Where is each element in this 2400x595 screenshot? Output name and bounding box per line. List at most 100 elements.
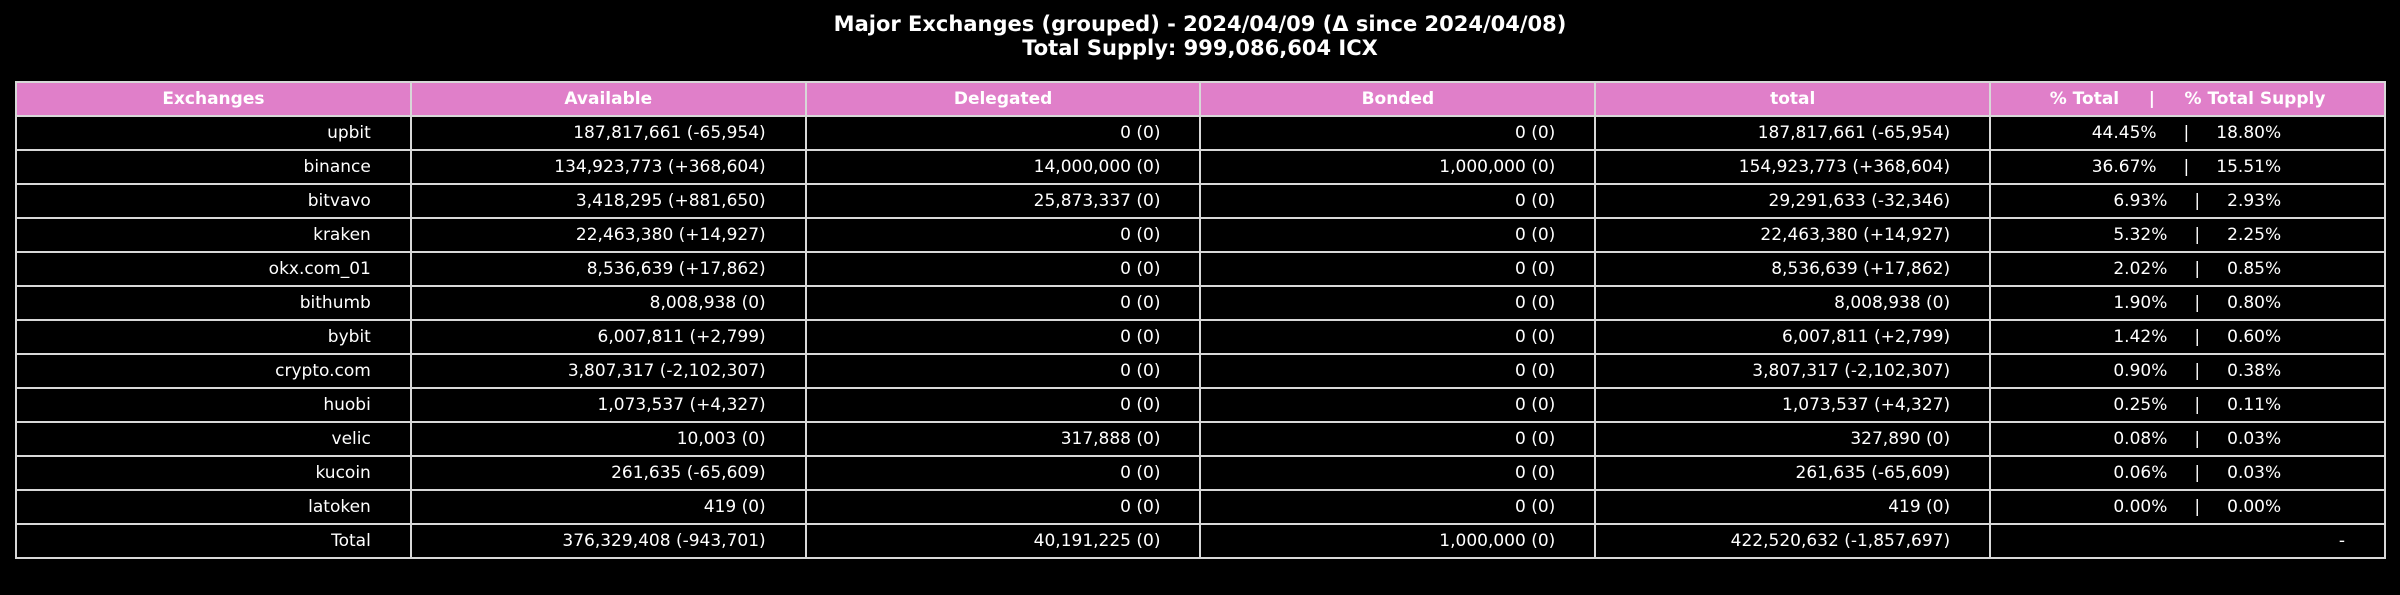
delegated-cell: 0 (0) [804, 319, 1202, 355]
bonded-cell: 0 (0) [1199, 115, 1597, 151]
total-cell: 8,008,938 (0) [1594, 285, 1992, 321]
column-header-delegated: Delegated [804, 81, 1202, 117]
exchange-cell: huobi [15, 387, 412, 423]
delegated-cell: 0 (0) [804, 217, 1202, 253]
table-row: crypto.com 3,807,317 (-2,102,307) 0 (0) 0 (… [15, 353, 2386, 389]
exchange-cell: okx.com_01 [15, 251, 412, 287]
available-cell: 8,536,639 (+17,862) [409, 251, 807, 287]
bonded-cell: 1,000,000 (0) [1199, 523, 1597, 559]
total-cell: 8,536,639 (+17,862) [1594, 251, 1992, 287]
percent-cell: 1.42% | 0.60% [1989, 319, 2386, 355]
bonded-cell: 0 (0) [1199, 183, 1597, 219]
column-header-total: total [1594, 81, 1992, 117]
percent-cell: 2.02% | 0.85% [1989, 251, 2386, 287]
title-line-2: Total Supply: 999,086,604 ICX [1022, 36, 1378, 60]
bonded-cell: 0 (0) [1199, 217, 1597, 253]
available-cell: 6,007,811 (+2,799) [409, 319, 807, 355]
delegated-cell: 14,000,000 (0) [804, 149, 1202, 185]
table-row: latoken 419 (0) 0 (0) 0 (0) 419 (0) 0.00% | 0… [15, 489, 2386, 525]
table-row: kucoin 261,635 (-65,609) 0 (0) 0 (0) 261,635… [15, 455, 2386, 491]
delegated-cell: 0 (0) [804, 251, 1202, 287]
delegated-cell: 0 (0) [804, 387, 1202, 423]
percent-cell: 36.67% | 15.51% [1989, 149, 2386, 185]
percent-cell: 44.45% | 18.80% [1989, 115, 2386, 151]
exchange-cell: binance [15, 149, 412, 185]
total-cell: 422,520,632 (-1,857,697) [1594, 523, 1992, 559]
percent-cell: 0.08% | 0.03% [1989, 421, 2386, 457]
bonded-cell: 0 (0) [1199, 353, 1597, 389]
table-body: upbit 187,817,661 (-65,954) 0 (0) 0 (0) 187,… [15, 115, 2386, 559]
bonded-cell: 0 (0) [1199, 387, 1597, 423]
total-cell: 154,923,773 (+368,604) [1594, 149, 1992, 185]
percent-value: 44.45% | 18.80% [2091, 123, 2282, 143]
title-line-1: Major Exchanges (grouped) - 2024/04/09 (… [833, 12, 1567, 36]
total-cell: 22,463,380 (+14,927) [1594, 217, 1992, 253]
percent-value: 6.93% | 2.93% [2113, 191, 2282, 211]
chart-title: Major Exchanges (grouped) - 2024/04/09 (… [0, 12, 2400, 60]
table-row: huobi 1,073,537 (+4,327) 0 (0) 0 (0) 1,073,5… [15, 387, 2386, 423]
percent-value: 2.02% | 0.85% [2113, 259, 2282, 279]
percent-value: 0.90% | 0.38% [2113, 361, 2282, 381]
exchanges-table: Exchanges Available Delegated Bonded tot… [15, 81, 2386, 559]
total-cell: 29,291,633 (-32,346) [1594, 183, 1992, 219]
table-row: bitvavo 3,418,295 (+881,650) 25,873,337 (0… [15, 183, 2386, 219]
exchange-cell: kucoin [15, 455, 412, 491]
bonded-cell: 0 (0) [1199, 251, 1597, 287]
percent-cell: 0.90% | 0.38% [1989, 353, 2386, 389]
exchange-cell: latoken [15, 489, 412, 525]
total-cell: 3,807,317 (-2,102,307) [1594, 353, 1992, 389]
column-header-bonded: Bonded [1199, 81, 1597, 117]
delegated-cell: 0 (0) [804, 115, 1202, 151]
total-cell: 327,890 (0) [1594, 421, 1992, 457]
available-cell: 3,418,295 (+881,650) [409, 183, 807, 219]
table-row: binance 134,923,773 (+368,604) 14,000,000 … [15, 149, 2386, 185]
delegated-cell: 40,191,225 (0) [804, 523, 1202, 559]
column-header-percent: % Total | % Total Supply [1989, 81, 2386, 117]
percent-value: 0.06% | 0.03% [2113, 463, 2282, 483]
exchange-cell: bitvavo [15, 183, 412, 219]
available-cell: 8,008,938 (0) [409, 285, 807, 321]
total-row: Total 376,329,408 (-943,701) 40,191,225 (0… [15, 523, 2386, 559]
exchange-cell: velic [15, 421, 412, 457]
delegated-cell: 317,888 (0) [804, 421, 1202, 457]
table-row: okx.com_01 8,536,639 (+17,862) 0 (0) 0 (0) 8… [15, 251, 2386, 287]
table-row: kraken 22,463,380 (+14,927) 0 (0) 0 (0) 22,4… [15, 217, 2386, 253]
percent-cell: 1.90% | 0.80% [1989, 285, 2386, 321]
header-row: Exchanges Available Delegated Bonded tot… [15, 81, 2386, 117]
column-header-exchanges: Exchanges [15, 81, 412, 117]
percent-value: - [2338, 531, 2345, 551]
available-cell: 22,463,380 (+14,927) [409, 217, 807, 253]
bonded-cell: 0 (0) [1199, 489, 1597, 525]
percent-value: 5.32% | 2.25% [2113, 225, 2282, 245]
available-cell: 261,635 (-65,609) [409, 455, 807, 491]
percent-cell: 0.25% | 0.11% [1989, 387, 2386, 423]
exchange-cell: Total [15, 523, 412, 559]
percent-value: 0.08% | 0.03% [2113, 429, 2282, 449]
bonded-cell: 0 (0) [1199, 319, 1597, 355]
bonded-cell: 1,000,000 (0) [1199, 149, 1597, 185]
percent-cell: 6.93% | 2.93% [1989, 183, 2386, 219]
table-row: bybit 6,007,811 (+2,799) 0 (0) 0 (0) 6,007,8… [15, 319, 2386, 355]
available-cell: 419 (0) [409, 489, 807, 525]
exchange-cell: bithumb [15, 285, 412, 321]
available-cell: 134,923,773 (+368,604) [409, 149, 807, 185]
delegated-cell: 0 (0) [804, 285, 1202, 321]
percent-cell: 0.06% | 0.03% [1989, 455, 2386, 491]
available-cell: 10,003 (0) [409, 421, 807, 457]
exchange-cell: crypto.com [15, 353, 412, 389]
table-row: velic 10,003 (0) 317,888 (0) 0 (0) 327,890 (… [15, 421, 2386, 457]
bonded-cell: 0 (0) [1199, 455, 1597, 491]
bonded-cell: 0 (0) [1199, 421, 1597, 457]
table-row: upbit 187,817,661 (-65,954) 0 (0) 0 (0) 187,… [15, 115, 2386, 151]
delegated-cell: 0 (0) [804, 353, 1202, 389]
bonded-cell: 0 (0) [1199, 285, 1597, 321]
available-cell: 376,329,408 (-943,701) [409, 523, 807, 559]
table-row: bithumb 8,008,938 (0) 0 (0) 0 (0) 8,008,938 … [15, 285, 2386, 321]
total-cell: 1,073,537 (+4,327) [1594, 387, 1992, 423]
delegated-cell: 0 (0) [804, 489, 1202, 525]
delegated-cell: 0 (0) [804, 455, 1202, 491]
percent-value: 36.67% | 15.51% [2091, 157, 2282, 177]
available-cell: 3,807,317 (-2,102,307) [409, 353, 807, 389]
exchange-cell: kraken [15, 217, 412, 253]
percent-value: 1.90% | 0.80% [2113, 293, 2282, 313]
